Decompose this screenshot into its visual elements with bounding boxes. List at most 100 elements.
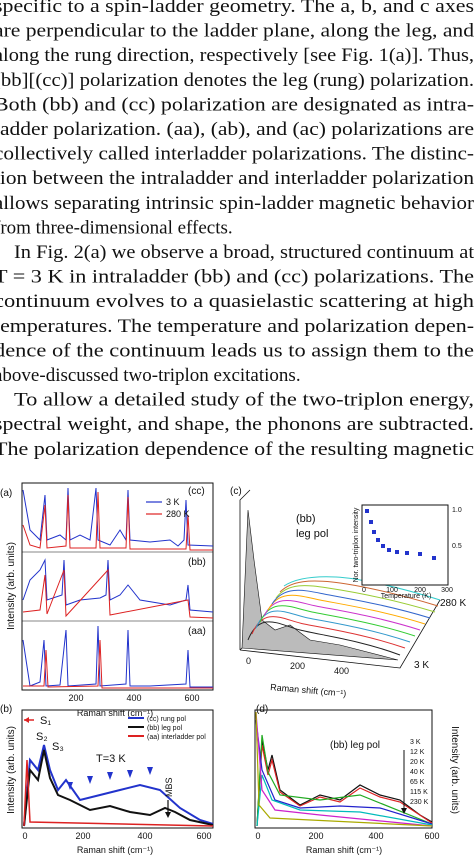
text-line: temperatures. The temperature and polari… — [0, 316, 474, 337]
text-line: are perpendicular to the ladder plane, a… — [0, 21, 474, 42]
legend-label: (bb) leg pol — [147, 725, 182, 732]
tick-label: 600 — [424, 831, 439, 841]
body-text: specific to a spin-ladder geometry. The … — [0, 0, 474, 460]
temp-label: 230 K — [410, 799, 429, 806]
x-label: Raman shift (cm⁻¹) — [306, 845, 382, 855]
inset-tick: 200 — [414, 587, 426, 594]
text-line: above-discussed two-triplon excitations. — [0, 365, 301, 386]
tick-label: 600 — [196, 831, 211, 841]
temp-label: 3 K — [410, 739, 421, 746]
panel-b: (b) S₁ S₂ S₃ T=3 K MBS (cc) rung pol (bb… — [0, 704, 214, 855]
tick-label: 0 — [22, 831, 27, 841]
curve — [23, 744, 214, 827]
label: leg pol — [296, 528, 328, 540]
legend-label: (aa) interladder pol — [147, 734, 206, 741]
tick-label: 400 — [334, 666, 349, 676]
panel-label: (b) — [0, 704, 12, 715]
label: (bb) — [296, 513, 316, 525]
tick-label: 0 — [255, 831, 260, 841]
y-label: Intensity (arb. units) — [449, 726, 460, 814]
panel-label: (a) — [0, 488, 12, 499]
text-line: [bb][(cc)] polarization denotes the leg … — [0, 70, 474, 91]
curve — [22, 558, 214, 613]
inset-points — [365, 509, 436, 560]
tick-label: 200 — [75, 831, 90, 841]
annotation: MBS — [164, 777, 174, 797]
peak-arrows — [67, 767, 153, 790]
temp-label: 65 K — [410, 779, 425, 786]
panel-a: (a) (cc) 3 K 280 K (bb) (aa) Intensity (… — [0, 482, 214, 718]
curve — [23, 749, 214, 827]
legend-label: 3 K — [166, 497, 180, 507]
arrow-head — [165, 812, 171, 818]
annotation: S₁ — [40, 715, 51, 727]
inset-y-label: Nor. two-triplon intensity — [353, 507, 360, 582]
text-line: allows separating intrinsic spin-ladder … — [0, 193, 474, 214]
tick-label: 400 — [126, 693, 141, 703]
inset-tick: 100 — [386, 587, 398, 594]
panel-d: (d) (bb) leg pol 3 K 12 K 20 K 40 K 65 K… — [254, 704, 460, 855]
x-label: Raman shift (cm⁻¹) — [77, 708, 153, 718]
text-line: spectral weight, and shape, the phonons … — [0, 414, 474, 435]
temp-label: 40 K — [410, 769, 425, 776]
inset-tick: 1.0 — [452, 507, 462, 514]
text-line: continuum evolves to a quasielastic scat… — [0, 291, 474, 312]
curve — [23, 759, 214, 827]
x-label: Raman shift (cm⁻¹) — [77, 845, 153, 855]
inset-tick: 0.5 — [452, 543, 462, 550]
panel-c: (c) (bb) leg pol 280 K 3 K Nor. two-trip… — [230, 486, 466, 699]
tick-label: 200 — [68, 693, 83, 703]
arrow-head — [24, 717, 29, 723]
arrow-head — [401, 808, 407, 814]
text-line: specific to a spin-ladder geometry. The … — [0, 0, 474, 17]
curve — [22, 568, 214, 619]
tick-label: 200 — [308, 831, 323, 841]
curve — [22, 491, 213, 551]
inset-frame — [361, 504, 449, 586]
tick-label: 600 — [184, 693, 199, 703]
label: (bb) — [188, 557, 206, 568]
axes-frame — [254, 709, 433, 829]
text-line: To allow a detailed study of the two-tri… — [14, 390, 474, 411]
tick-label: 400 — [368, 831, 383, 841]
text-line: T = 3 K in intraladder (bb) and (cc) pol… — [0, 267, 474, 288]
inset-tick: 300 — [441, 587, 453, 594]
temp-label: 12 K — [410, 749, 425, 756]
y-label: Intensity (arb. units) — [6, 542, 17, 630]
text-line: In Fig. 2(a) we observe a broad, structu… — [14, 242, 474, 263]
label: 280 K — [440, 598, 466, 609]
inset-tick: 0 — [362, 587, 366, 594]
panel-label: (c) — [230, 486, 242, 497]
text-line: The polarization dependence of the resul… — [0, 439, 474, 460]
label: 3 K — [414, 660, 429, 671]
annotation: T=3 K — [96, 753, 126, 765]
temp-label: 20 K — [410, 759, 425, 766]
annotation: S₃ — [52, 741, 64, 753]
surface — [241, 509, 399, 661]
curves — [255, 711, 433, 827]
legend-label: (cc) rung pol — [147, 716, 186, 723]
curve — [23, 639, 213, 689]
axes-frame — [21, 482, 214, 691]
tick-label: 200 — [290, 661, 305, 671]
label: (cc) — [188, 486, 205, 497]
tick-label: 0 — [246, 656, 251, 666]
tick-label: 400 — [137, 831, 152, 841]
text-line: collectively called interladder polariza… — [0, 144, 474, 165]
text-line: Both (bb) and (cc) polarization are desi… — [0, 94, 474, 115]
label: (bb) leg pol — [330, 740, 380, 751]
text-line: from three-dimensional effects. — [0, 217, 233, 238]
temp-label: 115 K — [410, 789, 428, 796]
label: (aa) — [188, 626, 206, 637]
x-label: Raman shift (cm⁻¹) — [270, 682, 347, 699]
panel-label: (d) — [256, 704, 268, 715]
annotation: S₂ — [36, 731, 48, 743]
text-line: dence of the continuum leads us to assig… — [0, 340, 474, 361]
text-line: ladder polarization. (aa), (ab), and (ac… — [0, 119, 474, 140]
text-line: tion between the intraladder and interla… — [0, 168, 474, 189]
y-label: Intensity (arb. units) — [6, 726, 17, 814]
waterfall — [247, 576, 441, 656]
inset-x-label: Temperature (K) — [381, 593, 432, 600]
text-line: along the rung direction, respectively [… — [0, 45, 474, 66]
